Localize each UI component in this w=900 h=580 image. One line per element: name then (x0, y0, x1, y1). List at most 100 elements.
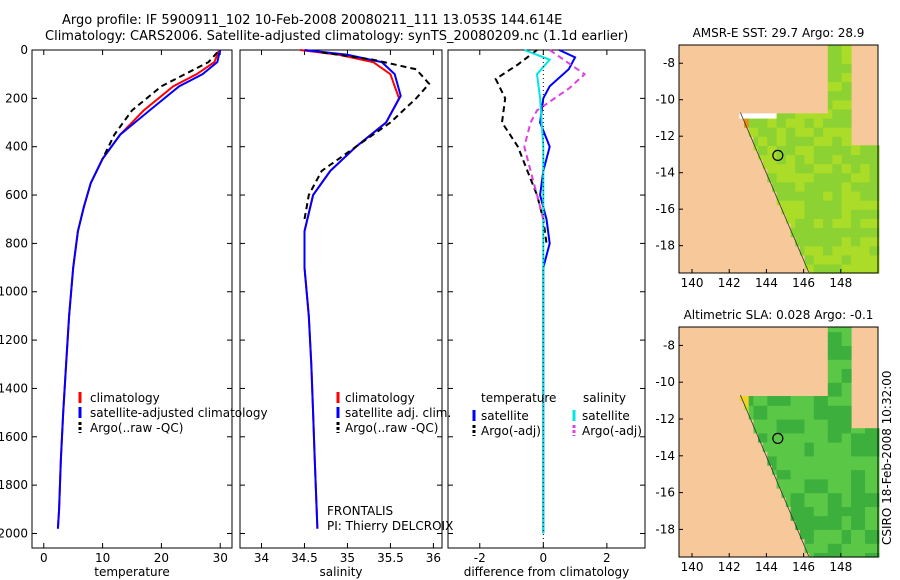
map-cell (855, 241, 861, 247)
map-cell (841, 245, 847, 251)
map-cell (827, 131, 833, 137)
map-cell (837, 419, 843, 425)
map-cell (795, 118, 801, 124)
map-x-tick-label: 144 (755, 276, 778, 290)
map-cell (781, 200, 787, 206)
map-cell (874, 213, 880, 219)
map-y-tick-label: -18 (655, 239, 675, 253)
map-cell (790, 455, 796, 461)
map-cell (851, 474, 857, 480)
map-cell (790, 515, 796, 521)
map-cell (818, 122, 824, 128)
map-cell (804, 127, 810, 133)
map-cell (837, 195, 843, 201)
map-cell (776, 409, 782, 415)
map-cell (753, 409, 759, 415)
map-cell (785, 172, 792, 178)
map-cell (795, 405, 801, 411)
map-cell (837, 209, 843, 215)
map-cell (865, 465, 871, 471)
map-cell (837, 232, 843, 238)
map-cell (758, 432, 764, 438)
map-cell (851, 227, 857, 233)
map-cell (841, 45, 847, 51)
series-temp_satellite (539, 49, 577, 534)
map-cell (795, 446, 801, 452)
map-cell (841, 483, 847, 489)
map-cell (874, 236, 880, 242)
map-cell (813, 222, 819, 228)
map-cell (795, 423, 801, 429)
map-cell (813, 552, 819, 558)
map-cell (869, 159, 875, 165)
map-cell (837, 172, 843, 178)
map-cell (790, 159, 796, 165)
map-cell (790, 213, 796, 219)
map-cell (869, 506, 875, 512)
map-cell (855, 437, 861, 443)
map-cell (809, 149, 815, 156)
map-cell (837, 81, 843, 87)
map-cell (841, 186, 847, 192)
map-cell (865, 524, 871, 530)
map-cell (846, 363, 852, 369)
map-cell (776, 442, 782, 448)
map-cell (827, 432, 833, 438)
map-cell (846, 254, 852, 260)
map-cell (790, 140, 796, 146)
map-cell (827, 172, 833, 178)
map-cell (795, 127, 801, 133)
map-cell (809, 501, 815, 507)
map-cell (823, 478, 829, 484)
map-cell (827, 520, 833, 526)
map-cell (753, 127, 759, 133)
map-cell (781, 122, 787, 128)
map-cell (869, 552, 875, 558)
map-cell (790, 222, 796, 228)
map-cell (827, 149, 833, 156)
map-cell (813, 538, 819, 544)
map-cell (823, 455, 829, 461)
map-cell (799, 432, 806, 438)
map-cell (832, 414, 838, 420)
map-cell (813, 405, 819, 411)
map-cell (799, 149, 806, 156)
map-cell (781, 159, 787, 165)
map-cell (846, 209, 852, 215)
map-cell (841, 159, 847, 165)
map-cell (781, 428, 787, 434)
map-cell (785, 168, 792, 174)
map-cell (837, 511, 843, 517)
map-cell (799, 241, 806, 247)
map-cell (841, 104, 847, 110)
x-tick-label: 35.5 (377, 551, 404, 565)
map-cell (846, 391, 852, 397)
map-cell (827, 232, 833, 238)
map-cell (841, 168, 847, 174)
map-cell (799, 213, 806, 219)
map-cell (827, 474, 833, 480)
map-cell (869, 451, 875, 457)
map-cell (869, 469, 875, 475)
map-cell (823, 488, 829, 494)
map-cell (818, 501, 824, 507)
map-cell (841, 423, 847, 429)
map-cell (869, 520, 875, 526)
map-cell (827, 263, 833, 270)
map-cell (851, 446, 857, 452)
plot-frame (239, 49, 443, 549)
map-cell (846, 547, 852, 553)
map-cell (776, 177, 782, 183)
map-cell (869, 446, 875, 452)
map-cell (795, 483, 801, 489)
map-cell (841, 218, 847, 224)
map-cell (818, 446, 824, 452)
map-cell (823, 405, 829, 411)
map-cell (846, 340, 852, 346)
map-cell (869, 460, 875, 466)
map-cell (832, 200, 838, 206)
map-cell (823, 259, 829, 265)
map-cell (851, 524, 857, 530)
map-cell (837, 400, 843, 406)
map-cell (841, 72, 847, 78)
